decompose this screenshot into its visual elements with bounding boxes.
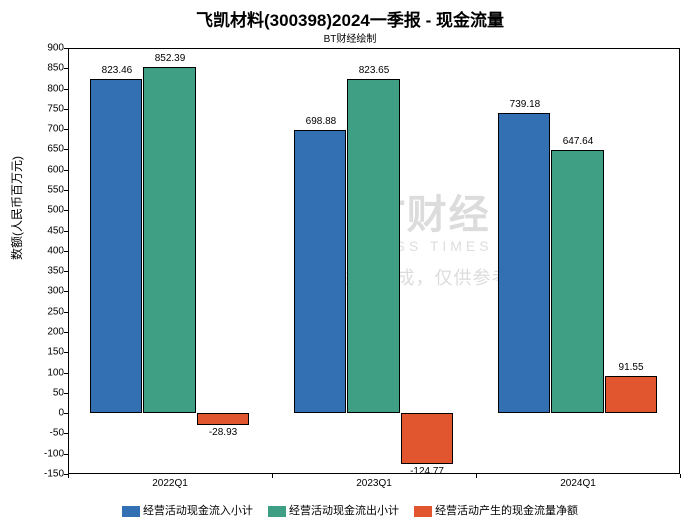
- bar: [551, 150, 603, 413]
- bar: [197, 413, 249, 425]
- x-tick-label: 2024Q1: [560, 478, 596, 489]
- y-tick-mark: [64, 231, 68, 232]
- legend-swatch-0: [122, 506, 140, 517]
- y-tick-mark: [64, 291, 68, 292]
- y-tick-label: 150: [30, 347, 64, 358]
- chart-title: 飞凯材料(300398)2024一季报 - 现金流量: [0, 6, 700, 31]
- bar-value-label: 698.88: [306, 116, 337, 127]
- y-tick-mark: [64, 68, 68, 69]
- legend-label-0: 经营活动现金流入小计: [143, 505, 253, 517]
- bar: [401, 413, 453, 464]
- bar: [605, 376, 657, 413]
- bar-value-label: 852.39: [155, 53, 186, 64]
- y-tick-label: 700: [30, 124, 64, 135]
- x-tick-mark: [476, 474, 477, 478]
- chart-subtitle: BT财经绘制: [0, 30, 700, 45]
- y-tick-mark: [64, 271, 68, 272]
- y-tick-label: 900: [30, 43, 64, 54]
- bar-value-label: 647.64: [563, 136, 594, 147]
- bar-value-label: 823.65: [359, 65, 390, 76]
- bar-value-label: -124.77: [410, 466, 444, 477]
- y-tick-mark: [64, 210, 68, 211]
- y-tick-label: 100: [30, 367, 64, 378]
- legend-label-1: 经营活动现金流出小计: [289, 505, 399, 517]
- bar: [143, 67, 195, 413]
- y-tick-mark: [64, 393, 68, 394]
- bar-value-label: 739.18: [510, 99, 541, 110]
- y-tick-mark: [64, 312, 68, 313]
- y-tick-mark: [64, 251, 68, 252]
- bar-value-label: 823.46: [102, 65, 133, 76]
- y-tick-label: 200: [30, 327, 64, 338]
- y-tick-label: 650: [30, 144, 64, 155]
- y-tick-label: 850: [30, 63, 64, 74]
- legend-item-0: 经营活动现金流入小计: [122, 502, 253, 518]
- y-tick-mark: [64, 89, 68, 90]
- y-tick-mark: [64, 170, 68, 171]
- legend-item-1: 经营活动现金流出小计: [268, 502, 399, 518]
- x-tick-mark: [680, 474, 681, 478]
- legend-label-2: 经营活动产生的现金流量净额: [435, 505, 578, 517]
- y-tick-label: 600: [30, 164, 64, 175]
- bar: [294, 130, 346, 414]
- y-tick-mark: [64, 149, 68, 150]
- legend: 经营活动现金流入小计 经营活动现金流出小计 经营活动产生的现金流量净额: [0, 502, 700, 518]
- y-tick-mark: [64, 352, 68, 353]
- bar: [347, 79, 399, 413]
- y-tick-label: 400: [30, 245, 64, 256]
- y-tick-label: -50: [30, 428, 64, 439]
- x-tick-mark: [68, 474, 69, 478]
- y-tick-label: 0: [30, 408, 64, 419]
- y-tick-label: 500: [30, 205, 64, 216]
- y-tick-mark: [64, 190, 68, 191]
- y-tick-mark: [64, 454, 68, 455]
- legend-swatch-1: [268, 506, 286, 517]
- y-tick-mark: [64, 129, 68, 130]
- y-tick-mark: [64, 373, 68, 374]
- y-tick-label: -100: [30, 448, 64, 459]
- x-tick-mark: [272, 474, 273, 478]
- cashflow-chart: 飞凯材料(300398)2024一季报 - 现金流量 BT财经绘制 BT财经 B…: [0, 0, 700, 524]
- legend-item-2: 经营活动产生的现金流量净额: [414, 502, 578, 518]
- y-tick-label: 300: [30, 286, 64, 297]
- y-tick-label: 250: [30, 306, 64, 317]
- bar: [498, 113, 550, 413]
- legend-swatch-2: [414, 506, 432, 517]
- y-tick-mark: [64, 332, 68, 333]
- y-tick-label: 50: [30, 387, 64, 398]
- y-tick-label: 800: [30, 83, 64, 94]
- x-tick-label: 2022Q1: [152, 478, 188, 489]
- bar-value-label: 91.55: [619, 362, 644, 373]
- y-tick-mark: [64, 433, 68, 434]
- y-tick-label: -150: [30, 469, 64, 480]
- y-tick-mark: [64, 48, 68, 49]
- y-tick-label: 550: [30, 185, 64, 196]
- y-tick-mark: [64, 109, 68, 110]
- bar-value-label: -28.93: [209, 427, 237, 438]
- bar: [90, 79, 142, 413]
- x-tick-label: 2023Q1: [356, 478, 392, 489]
- y-tick-mark: [64, 413, 68, 414]
- y-axis-label: 数额(人民币百万元): [8, 156, 25, 260]
- y-tick-label: 350: [30, 266, 64, 277]
- y-tick-label: 450: [30, 225, 64, 236]
- y-tick-label: 750: [30, 103, 64, 114]
